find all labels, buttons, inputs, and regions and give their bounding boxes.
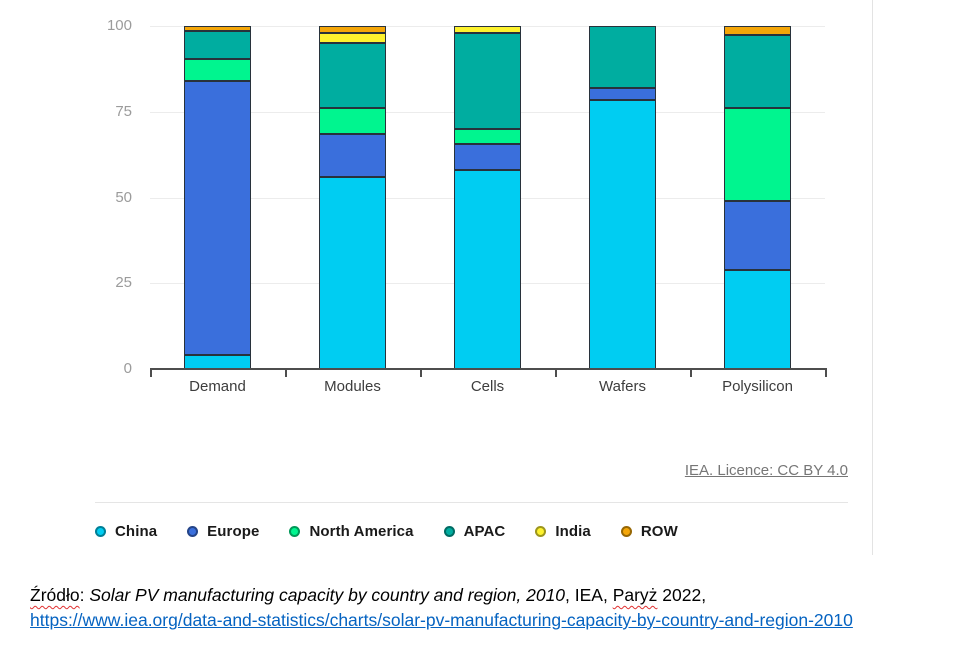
bar-polysilicon-north-america[interactable]: [724, 108, 791, 201]
legend-label-north-america: North America: [309, 523, 414, 540]
iea-chart-widget: 0 25 50 75 100 Demand Modules Cells Wafers Polysi…: [0, 17, 848, 540]
source-city: Paryż: [612, 585, 658, 605]
y-axis-label-100: 100: [106, 17, 132, 34]
y-axis-label-75: 75: [115, 102, 132, 120]
legend-dot-north-america: [289, 526, 301, 537]
bar-modules-north-america[interactable]: [319, 108, 386, 135]
legend-dot-apac: [443, 526, 455, 537]
legend-label-europe: Europe: [207, 523, 260, 540]
bar-polysilicon-row[interactable]: [724, 26, 791, 35]
licence-link[interactable]: IEA. Licence: CC BY 4.0: [684, 462, 848, 479]
source-title: Solar PV manufacturing capacity by count…: [89, 585, 566, 605]
x-axis-tick: [825, 369, 827, 377]
x-axis-line: [150, 368, 827, 370]
source-url-link[interactable]: https://www.iea.org/data-and-statistics/…: [30, 610, 853, 630]
y-axis-label-25: 25: [115, 274, 132, 292]
legend-item-india[interactable]: India: [535, 523, 591, 540]
category-label-cells: Cells: [470, 378, 505, 395]
legend-label-row: ROW: [640, 523, 678, 540]
bar-cells-apac[interactable]: [454, 32, 521, 129]
source-label-sep: :: [79, 585, 90, 605]
bar-wafers-china[interactable]: [589, 99, 656, 369]
source-citation: Źródło: Solar PV manufacturing capacity …: [30, 583, 853, 633]
bar-polysilicon-apac[interactable]: [724, 34, 791, 109]
category-label-modules: Modules: [324, 378, 381, 395]
legend-label-china: China: [115, 523, 158, 540]
category-label-polysilicon: Polysilicon: [722, 378, 793, 395]
source-tail: 2022,: [657, 585, 707, 605]
y-axis-label-50: 50: [115, 188, 132, 206]
licence-row: IEA. Licence: CC BY 4.0: [0, 462, 848, 480]
legend-dot-row: [620, 526, 632, 537]
widget-border: [872, 0, 873, 555]
legend-item-row[interactable]: ROW: [620, 523, 678, 540]
legend-item-china[interactable]: China: [95, 523, 157, 540]
y-axis-label-0: 0: [123, 360, 132, 377]
x-axis-tick: [690, 369, 692, 377]
source-label: Źródło: [30, 585, 80, 605]
x-axis-tick: [150, 369, 152, 377]
bar-demand-europe[interactable]: [184, 80, 251, 356]
bar-cells-india[interactable]: [454, 26, 521, 33]
x-axis-tick: [420, 369, 422, 377]
bar-demand-apac[interactable]: [184, 31, 251, 59]
bar-modules-india[interactable]: [319, 32, 386, 44]
x-axis-tick: [555, 369, 557, 377]
legend-dot-china: [95, 526, 106, 537]
source-line-2: https://www.iea.org/data-and-statistics/…: [30, 608, 853, 633]
bar-polysilicon-europe[interactable]: [724, 200, 791, 270]
bar-modules-row[interactable]: [319, 26, 386, 33]
bar-demand-row[interactable]: [184, 26, 251, 32]
legend-separator: [95, 502, 848, 503]
legend-label-apac: APAC: [463, 523, 506, 540]
category-label-wafers: Wafers: [599, 378, 646, 395]
legend-label-india: India: [555, 523, 591, 540]
legend-item-europe[interactable]: Europe: [187, 523, 259, 540]
legend: China Europe North America APAC India ROW: [95, 523, 678, 540]
category-label-demand: Demand: [189, 378, 246, 395]
bar-cells-china[interactable]: [454, 170, 521, 369]
bar-polysilicon-china[interactable]: [724, 269, 791, 369]
bar-demand-china[interactable]: [184, 355, 251, 369]
bar-cells-europe[interactable]: [454, 144, 521, 171]
legend-dot-europe: [187, 526, 199, 537]
x-axis-tick: [285, 369, 287, 377]
source-line-1: Źródło: Solar PV manufacturing capacity …: [30, 583, 853, 608]
legend-dot-india: [535, 526, 547, 537]
plot-area: 0 25 50 75 100 Demand Modules Cells Wafers Polysi…: [106, 17, 827, 395]
bar-wafers-apac[interactable]: [589, 26, 656, 88]
legend-item-apac[interactable]: APAC: [443, 523, 506, 540]
bar-modules-europe[interactable]: [319, 134, 386, 177]
bar-modules-china[interactable]: [319, 176, 386, 369]
bar-modules-apac[interactable]: [319, 43, 386, 109]
bar-cells-north-america[interactable]: [454, 128, 521, 145]
legend-item-north-america[interactable]: North America: [289, 523, 413, 540]
source-after-title: , IEA,: [565, 585, 613, 605]
bar-demand-north-america[interactable]: [184, 58, 251, 81]
bar-wafers-europe[interactable]: [589, 87, 656, 100]
